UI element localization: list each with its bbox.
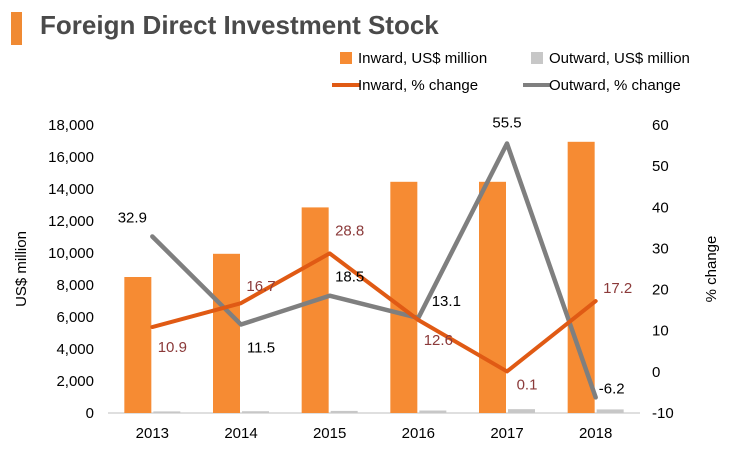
- right-y-axis: -10 0 10 20 30 40 50 60 % change: [652, 117, 720, 422]
- left-tick-label: 12,000: [48, 213, 94, 230]
- inward-bar: [124, 277, 152, 413]
- inward-change-label: 16.7: [246, 278, 275, 295]
- line-series: [150, 141, 598, 400]
- left-tick-label: 16,000: [48, 149, 94, 166]
- outward-change-label: 18.5: [335, 269, 364, 286]
- bar-series: [124, 141, 624, 414]
- inward-bar: [213, 253, 240, 413]
- inward-bar: [301, 207, 329, 413]
- x-tick-label: 2014: [224, 425, 257, 442]
- right-tick-label: 10: [652, 323, 669, 340]
- left-tick-label: 8,000: [56, 277, 94, 294]
- inward-change-label: 17.2: [603, 280, 632, 297]
- right-axis-title: % change: [703, 236, 720, 303]
- right-tick-label: -10: [652, 405, 674, 422]
- legend-swatch: [340, 52, 352, 64]
- right-tick-label: 40: [652, 199, 669, 216]
- left-tick-label: 6,000: [56, 309, 94, 326]
- outward-bar: [330, 410, 358, 413]
- inward-change-label: 0.1: [517, 376, 538, 393]
- legend-entry: Outward, % change: [549, 77, 681, 94]
- inward-bar: [479, 181, 506, 413]
- legend: Inward, US$ million Outward, US$ million I…: [332, 50, 690, 94]
- left-tick-label: 10,000: [48, 245, 94, 262]
- left-tick-label: 2,000: [56, 373, 94, 390]
- inward-change-label: 10.9: [158, 339, 187, 356]
- title-accent-bar: [11, 12, 22, 45]
- right-tick-label: 60: [652, 117, 669, 134]
- inward-bar: [390, 181, 418, 413]
- outward-bar: [508, 409, 535, 413]
- right-tick-label: 0: [652, 364, 660, 381]
- outward-change-label: 55.5: [492, 115, 521, 132]
- left-y-axis: 0 2,000 4,000 6,000 8,000 10,000 12,000 14,000 1…: [13, 117, 94, 422]
- outward-bar: [242, 411, 269, 413]
- x-axis: 2013 2014 2015 2016 2017 2018: [108, 412, 640, 442]
- left-axis-title: US$ million: [13, 231, 30, 307]
- outward-bar: [153, 411, 181, 413]
- x-tick-label: 2013: [136, 425, 169, 442]
- x-tick-label: 2018: [579, 425, 612, 442]
- right-tick-label: 20: [652, 282, 669, 299]
- left-tick-label: 18,000: [48, 117, 94, 134]
- left-tick-label: 4,000: [56, 341, 94, 358]
- inward-change-label: 28.8: [335, 222, 364, 239]
- outward-change-line: [150, 141, 598, 400]
- legend-entry: Inward, % change: [358, 77, 478, 94]
- outward-change-label: -6.2: [599, 380, 625, 397]
- left-tick-label: 14,000: [48, 181, 94, 198]
- outward-bar: [419, 410, 447, 413]
- right-tick-label: 50: [652, 158, 669, 175]
- outward-change-label: 32.9: [118, 209, 147, 226]
- legend-swatch: [531, 52, 543, 64]
- inward-bar: [567, 141, 595, 414]
- x-tick-label: 2017: [490, 425, 523, 442]
- x-tick-label: 2016: [402, 425, 435, 442]
- outward-change-label: 11.5: [247, 340, 275, 357]
- inward-change-label: 12.6: [424, 332, 453, 349]
- inward-change-line: [150, 251, 598, 374]
- x-tick-label: 2015: [313, 425, 346, 442]
- legend-entry: Outward, US$ million: [549, 50, 690, 67]
- legend-entry: Inward, US$ million: [358, 50, 487, 67]
- data-labels: 10.9 16.7 28.8 12.6 0.1 17.2 32.9 11.5 18.5 13.1 5…: [118, 115, 633, 398]
- outward-change-label: 13.1: [432, 293, 461, 310]
- left-tick-label: 0: [86, 405, 94, 422]
- right-tick-label: 30: [652, 240, 669, 257]
- chart-title: Foreign Direct Investment Stock: [40, 10, 439, 40]
- outward-bar: [596, 409, 624, 413]
